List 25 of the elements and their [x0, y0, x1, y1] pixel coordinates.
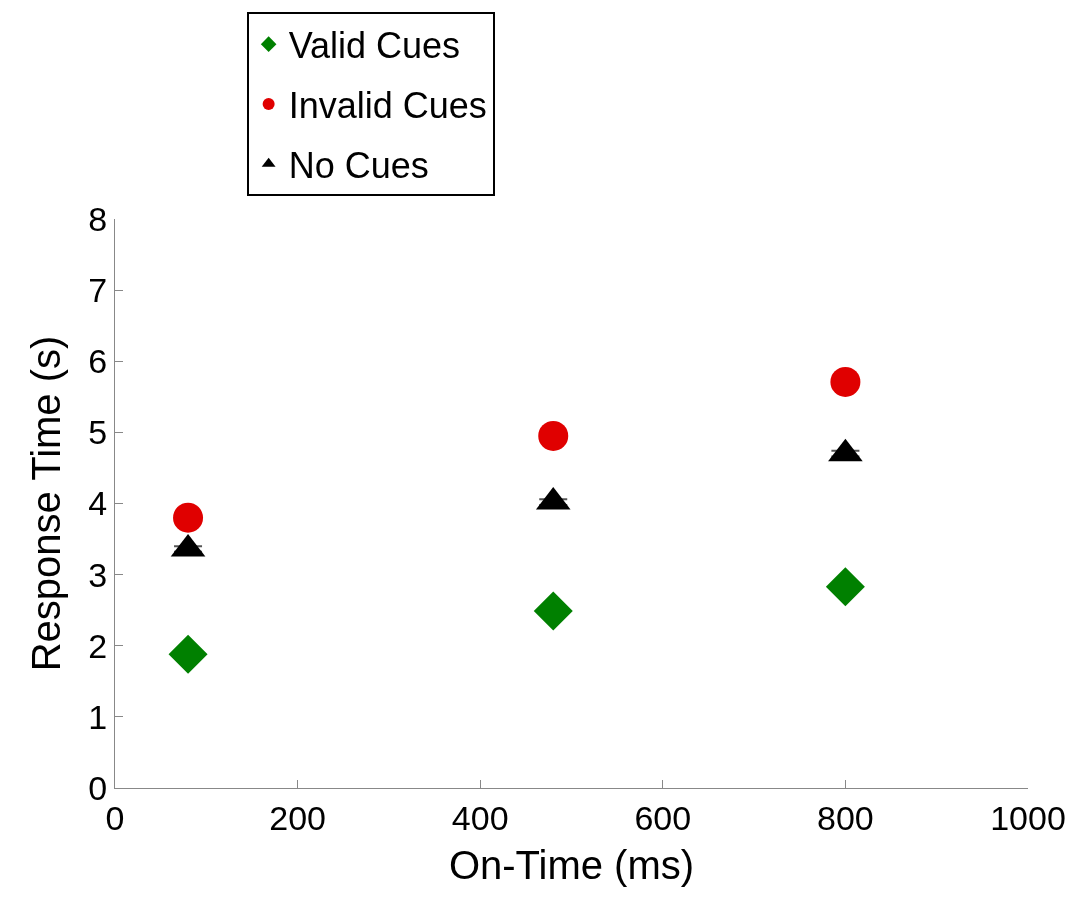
- x-tick-label: 1000: [990, 798, 1066, 837]
- legend-label: No Cues: [288, 144, 429, 186]
- y-tick-label: 3: [88, 555, 108, 594]
- point: [173, 502, 204, 533]
- x-tick-label: 800: [817, 798, 874, 837]
- y-tick-label: 1: [88, 697, 108, 736]
- x-axis-title: On-Time (ms): [448, 843, 695, 888]
- point: [825, 567, 865, 607]
- y-tick-label: 6: [88, 342, 108, 381]
- legend-label: Valid Cues: [288, 25, 461, 67]
- y-axis-title: Response Time (s): [23, 335, 68, 672]
- x-tick-label: 600: [634, 798, 692, 837]
- point: [830, 366, 861, 397]
- x-tick-label: 200: [269, 798, 326, 837]
- y-tick-label: 0: [88, 768, 108, 807]
- x-tick-label: 400: [451, 798, 509, 837]
- y-tick-label: 2: [88, 626, 108, 665]
- y-tick-label: 5: [88, 413, 108, 452]
- y-tick-label: 7: [88, 271, 108, 310]
- legend-label: Invalid Cues: [288, 84, 487, 126]
- y-tick-label: 8: [88, 199, 108, 238]
- point: [538, 420, 569, 451]
- y-tick-label: 4: [88, 484, 108, 523]
- point: [168, 634, 208, 674]
- point: [533, 591, 573, 631]
